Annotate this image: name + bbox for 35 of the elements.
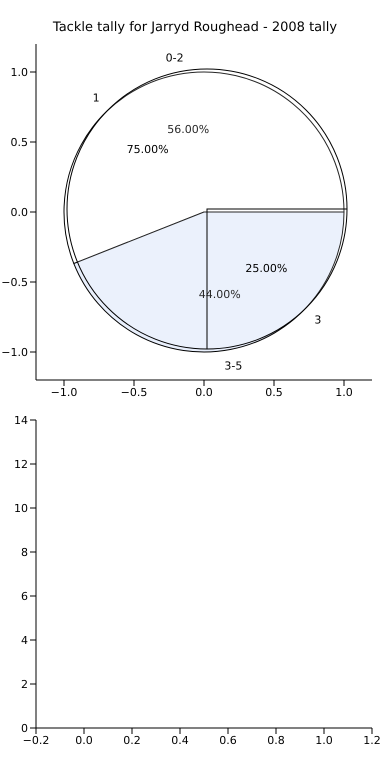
data-label: 75.00%: [126, 143, 169, 156]
y-tick-label: 2: [21, 678, 28, 691]
y-tick-label: 4: [21, 634, 28, 647]
y-tick-label: 14: [14, 414, 28, 427]
y-tick-label: −0.5: [1, 276, 28, 289]
x-tick-label: 1.0: [315, 734, 333, 747]
x-tick-label: −1.0: [50, 386, 78, 399]
x-tick-label: 0.8: [267, 734, 285, 747]
slice-label: 1: [92, 92, 100, 105]
data-label: 25.00%: [245, 262, 288, 275]
y-tick-label: −1.0: [1, 346, 28, 359]
x-tick-label: 0.0: [75, 734, 93, 747]
chart-title: Tackle tally for Jarryd Roughead - 2008 tally: [52, 20, 338, 35]
pie-slice: [66, 68, 348, 350]
y-tick-label: 6: [21, 590, 28, 603]
x-tick-label: 0.0: [195, 386, 213, 399]
x-tick-label: 0.6: [219, 734, 237, 747]
x-tick-label: −0.5: [120, 386, 148, 399]
slice-label: 3: [314, 313, 322, 326]
y-tick-label: 0: [21, 722, 28, 735]
x-tick-label: 1.0: [335, 386, 353, 399]
slice-label: 0-2: [166, 51, 184, 64]
x-tick-label: 0.5: [265, 386, 283, 399]
y-tick-label: 0.5: [10, 136, 28, 149]
y-tick-label: 1.0: [10, 66, 28, 79]
x-tick-label: 0.2: [123, 734, 141, 747]
x-tick-label: 0.4: [171, 734, 189, 747]
y-tick-label: 10: [14, 502, 28, 515]
x-tick-label: 1.2: [363, 734, 381, 747]
y-tick-label: 8: [21, 546, 28, 559]
y-tick-label: 12: [14, 458, 28, 471]
x-tick-label: −0.2: [22, 734, 50, 747]
data-label: 56.00%: [167, 122, 210, 136]
slice-label: 3-5: [224, 360, 242, 373]
y-tick-label: 0.0: [10, 206, 28, 219]
